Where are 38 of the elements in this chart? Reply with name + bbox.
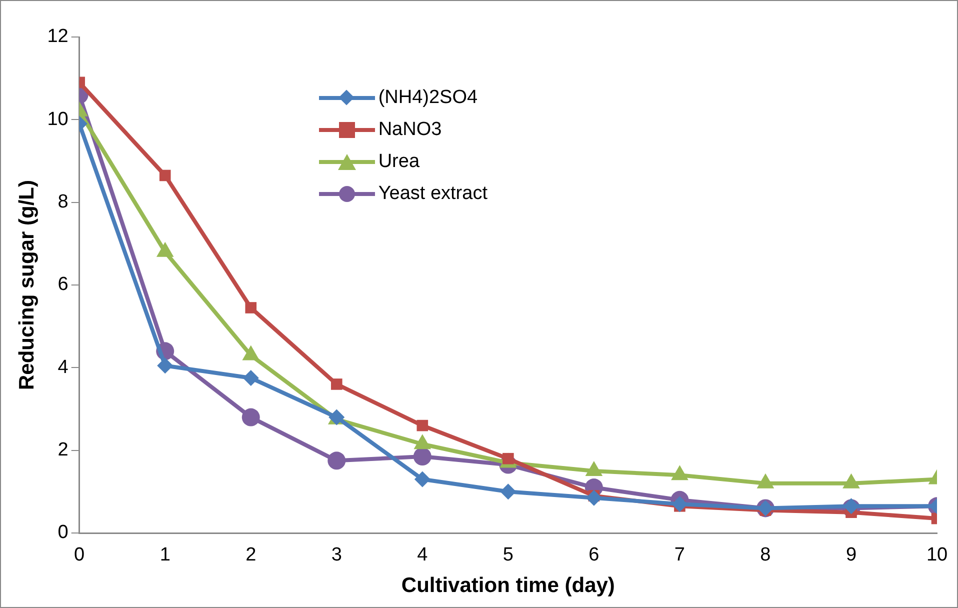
y-tick-label: 0 xyxy=(58,522,68,544)
legend-label: (NH4)2SO4 xyxy=(378,87,478,109)
x-tick-label: 5 xyxy=(502,544,514,566)
x-tick-label: 2 xyxy=(246,544,256,566)
point xyxy=(157,358,174,374)
y-axis-title: Reducing sugar (g/L) xyxy=(15,180,38,390)
x-tick-label: 7 xyxy=(674,544,685,566)
x-tick-label: 10 xyxy=(926,544,948,566)
x-tick-label: 4 xyxy=(417,544,428,566)
point xyxy=(416,420,428,432)
x-tick-label: 6 xyxy=(588,544,600,566)
point xyxy=(242,370,259,386)
y-tick-label: 12 xyxy=(47,26,68,48)
legend-label: Urea xyxy=(378,151,420,173)
point xyxy=(414,471,430,488)
x-tick-label: 8 xyxy=(760,544,771,566)
y-tick-label: 6 xyxy=(58,274,68,296)
y-tick-label: 8 xyxy=(58,192,68,213)
y-tick-label: 4 xyxy=(58,356,69,378)
y-tick-label: 2 xyxy=(58,440,68,461)
point xyxy=(586,490,602,506)
x-tick-label: 0 xyxy=(74,544,85,566)
point xyxy=(672,496,688,512)
point xyxy=(245,302,257,314)
point xyxy=(330,378,342,390)
point xyxy=(500,484,516,500)
point xyxy=(159,170,171,182)
x-tick-label: 1 xyxy=(160,544,170,566)
point xyxy=(242,408,260,426)
point xyxy=(843,498,860,514)
y-tick-label: 10 xyxy=(47,108,68,130)
legend-label: NaNO3 xyxy=(378,119,442,141)
legend-label: Yeast extract xyxy=(378,183,488,205)
point xyxy=(413,448,432,466)
point xyxy=(328,452,346,470)
x-tick-label: 9 xyxy=(846,544,857,566)
x-tick-label: 3 xyxy=(331,544,342,566)
x-axis-title: Cultivation time (day) xyxy=(401,574,615,598)
